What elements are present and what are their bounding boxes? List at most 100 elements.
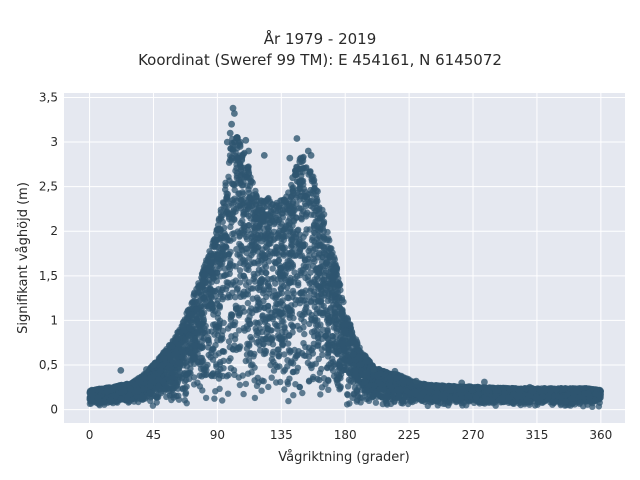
scatter-point	[269, 265, 276, 272]
scatter-point	[243, 345, 251, 352]
scatter-point	[229, 279, 237, 286]
scatter-point	[284, 363, 291, 370]
scatter-point	[238, 182, 246, 189]
scatter-point	[328, 261, 335, 268]
scatter-point	[323, 308, 330, 315]
scatter-point	[324, 228, 331, 236]
data-points	[86, 104, 604, 410]
scatter-point	[301, 330, 308, 338]
chart-title-line-2: Koordinat (Sweref 99 TM): E 454161, N 61…	[138, 51, 502, 69]
scatter-point	[219, 218, 226, 226]
scatter-point	[238, 164, 245, 171]
scatter-point	[312, 360, 319, 367]
scatter-point	[307, 186, 314, 194]
scatter-point	[236, 240, 243, 248]
scatter-point	[247, 333, 254, 341]
scatter-point	[296, 310, 303, 318]
scatter-point	[256, 203, 263, 210]
scatter-point	[306, 377, 313, 384]
scatter-point	[251, 394, 259, 402]
scatter-point	[285, 397, 292, 405]
scatter-point	[220, 319, 227, 326]
scatter-point	[276, 363, 283, 370]
scatter-point	[216, 302, 223, 310]
scatter-point	[307, 299, 315, 306]
scatter-point	[199, 337, 206, 344]
chart-title-line-1: År 1979 - 2019	[263, 30, 377, 48]
scatter-point	[211, 395, 218, 402]
scatter-point	[135, 398, 142, 406]
scatter-point	[268, 356, 276, 363]
scatter-point	[281, 386, 288, 393]
scatter-point	[208, 349, 215, 357]
scatter-point	[307, 269, 314, 276]
scatter-point	[245, 357, 253, 364]
scatter-point	[262, 350, 269, 357]
scatter-point	[275, 332, 282, 339]
scatter-point	[353, 398, 360, 405]
scatter-point	[299, 389, 306, 397]
scatter-point	[277, 378, 284, 386]
scatter-point	[300, 324, 307, 331]
scatter-point	[270, 367, 278, 374]
scatter-point	[265, 383, 272, 391]
scatter-point	[343, 401, 351, 408]
scatter-point	[236, 381, 244, 389]
scatter-point	[595, 403, 603, 410]
scatter-point	[344, 383, 352, 390]
scatter-point	[223, 373, 230, 380]
scatter-point	[308, 364, 315, 372]
scatter-point	[245, 279, 253, 286]
scatter-point	[209, 356, 217, 363]
scatter-point	[182, 376, 190, 384]
scatter-point	[309, 350, 317, 357]
scatter-point	[320, 218, 328, 225]
scatter-point	[226, 262, 234, 269]
scatter-point	[231, 186, 238, 194]
scatter-point	[248, 178, 255, 185]
scatter-point	[265, 258, 272, 265]
scatter-point	[139, 393, 146, 400]
scatter-point	[300, 318, 308, 325]
scatter-point	[372, 399, 380, 406]
scatter-point	[306, 251, 313, 259]
scatter-point	[317, 391, 324, 398]
scatter-point	[316, 369, 324, 376]
scatter-point	[319, 351, 326, 358]
scatter-point	[271, 304, 279, 311]
scatter-point	[235, 327, 243, 334]
scatter-point	[224, 325, 232, 332]
scatter-point	[242, 380, 250, 388]
scatter-point	[233, 246, 240, 253]
scatter-point	[251, 278, 259, 285]
scatter-point	[310, 229, 318, 236]
scatter-point	[272, 280, 279, 287]
scatter-point	[202, 394, 210, 402]
scatter-point	[232, 305, 240, 312]
scatter-point	[287, 259, 295, 266]
scatter-point	[214, 297, 221, 304]
scatter-point	[181, 397, 188, 404]
scatter-point	[286, 314, 293, 322]
scatter-point	[379, 394, 386, 401]
scatter-point	[299, 293, 306, 300]
scatter-point	[302, 343, 309, 351]
scatter-point	[236, 290, 244, 297]
scatter-point	[284, 289, 291, 297]
scatter-point	[229, 230, 236, 238]
scatter-point	[281, 351, 288, 358]
scatter-point	[300, 153, 307, 161]
scatter-point	[315, 355, 322, 363]
scatter-point	[204, 361, 211, 369]
scatter-point	[267, 361, 274, 369]
scatter-point	[244, 299, 252, 307]
scatter-point	[228, 180, 236, 187]
scatter-point	[225, 357, 232, 365]
scatter-point	[314, 317, 321, 324]
scatter-point	[289, 287, 297, 295]
scatter-point	[251, 364, 258, 371]
scatter-point	[214, 314, 222, 321]
scatter-point	[225, 338, 233, 345]
